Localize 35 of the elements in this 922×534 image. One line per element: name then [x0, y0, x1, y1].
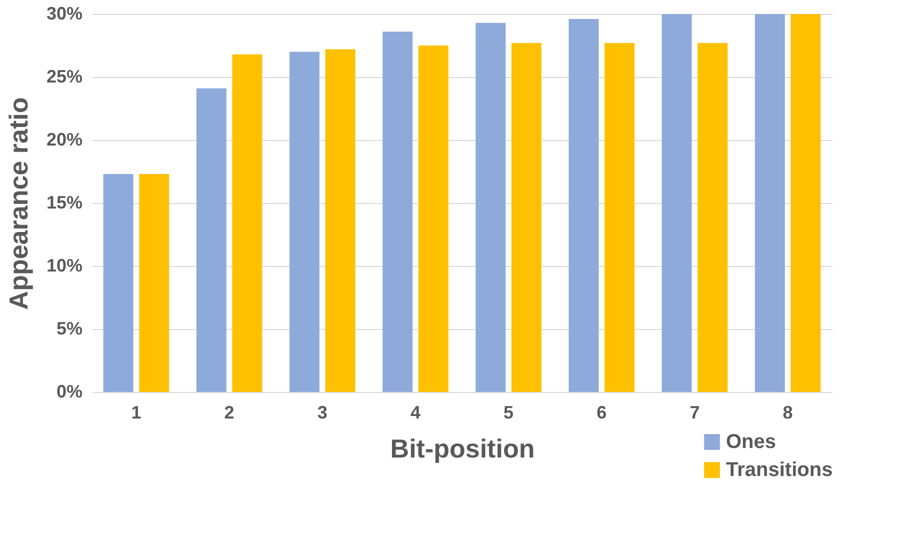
y-tick-label: 10%: [46, 256, 82, 276]
bar: [418, 46, 448, 392]
bar: [382, 32, 413, 392]
x-tick-label: 3: [317, 402, 328, 422]
x-axis-title: Bit-position: [390, 434, 535, 464]
y-tick-label: 20%: [46, 130, 82, 150]
y-tick-label: 15%: [46, 192, 82, 212]
bar: [476, 22, 506, 392]
bar: [790, 14, 821, 392]
bar: [139, 174, 170, 392]
x-tick-label: 5: [504, 402, 514, 422]
bar: [604, 42, 635, 392]
y-tick-label: 0%: [56, 382, 82, 402]
bar: [511, 42, 542, 392]
y-tick-label: 25%: [46, 66, 82, 86]
x-tick-label: 6: [596, 402, 607, 422]
bar: [754, 14, 785, 392]
x-tick-label: 2: [224, 402, 234, 422]
x-tick-label: 1: [131, 402, 142, 422]
bar: [568, 19, 599, 392]
legend-label: Ones: [726, 431, 776, 453]
x-tick-label: 7: [690, 402, 700, 422]
x-tick-label: 8: [782, 402, 793, 422]
y-tick-label: 30%: [46, 4, 82, 24]
y-tick-label: 5%: [56, 318, 82, 338]
bar: [289, 52, 320, 392]
bar: [232, 54, 262, 392]
y-axis-title: Appearance ratio: [3, 97, 34, 310]
bar: [698, 42, 728, 392]
bar: [103, 174, 134, 392]
x-tick-label: 4: [410, 402, 420, 422]
bar: [325, 49, 356, 392]
bar: [196, 88, 226, 392]
legend-label: Transitions: [726, 459, 833, 481]
bar: [662, 14, 692, 392]
